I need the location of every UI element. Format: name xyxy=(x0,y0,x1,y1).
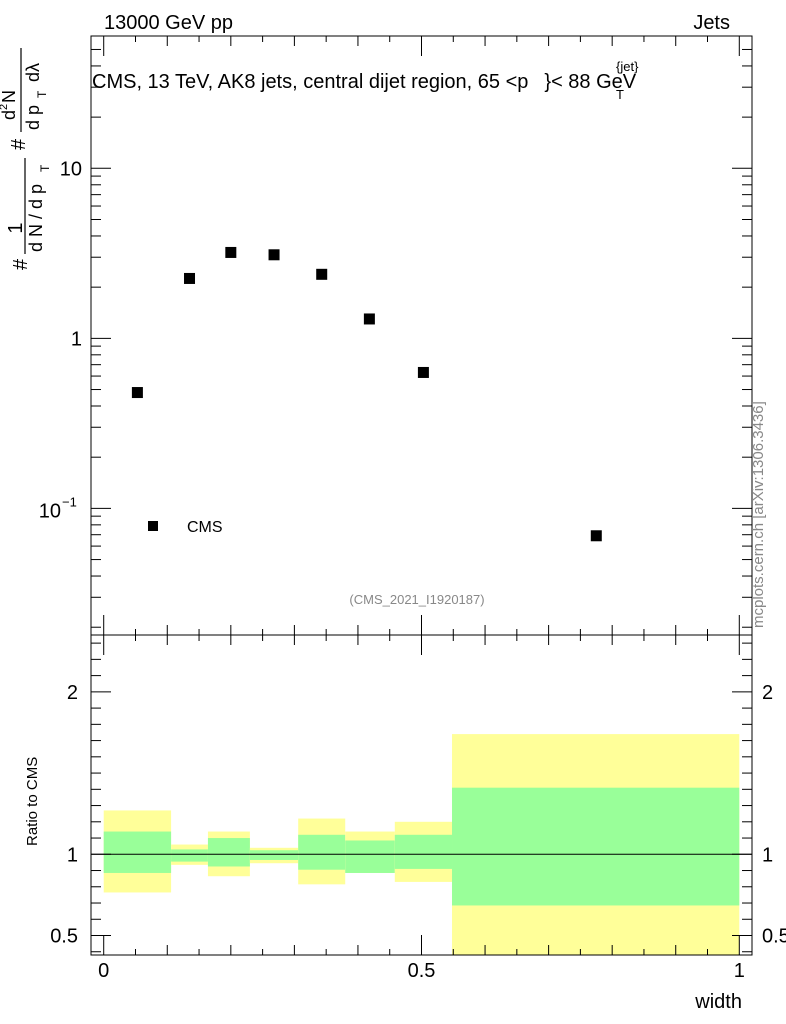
main-y-tick-label: 10 xyxy=(60,158,82,180)
svg-text:d N / d p: d N / d p xyxy=(26,184,46,252)
ratio-stat-band xyxy=(103,831,172,873)
header-process-label: Jets xyxy=(693,12,730,34)
svg-text:N: N xyxy=(0,90,19,103)
ratio-tick-labels: 2 2 1 1 0.5 0.5 0 0.5 1 xyxy=(50,682,786,982)
ratio-stat-band xyxy=(345,840,395,873)
svg-text:T: T xyxy=(35,90,49,98)
analysis-tag: (CMS_2021_I1920187) xyxy=(349,592,484,607)
ratio-y-axis-label: Ratio to CMS xyxy=(24,757,41,846)
ratio-stat-band xyxy=(171,849,208,862)
header-collision-label: 13000 GeV pp xyxy=(104,12,233,34)
data-point xyxy=(131,387,143,399)
svg-text:d p: d p xyxy=(23,105,43,130)
legend-marker xyxy=(148,521,158,531)
ratio-y-tick-label-right: 1 xyxy=(762,844,773,866)
data-point xyxy=(268,249,280,261)
x-tick-label: 1 xyxy=(734,960,745,982)
svg-text:dλ: dλ xyxy=(23,63,43,82)
data-point xyxy=(363,313,375,325)
data-point xyxy=(417,366,429,378)
main-plot-frame xyxy=(90,35,753,636)
main-y-tick-label: 1 xyxy=(71,328,82,350)
ratio-stat-band xyxy=(452,787,740,906)
main-axis-ticks xyxy=(91,35,752,635)
main-y-axis-label: # 1 d N / d p T # d 2 N d p T dλ xyxy=(0,48,52,270)
ratio-stat-band xyxy=(298,834,346,870)
svg-text:1: 1 xyxy=(5,222,27,233)
watermark-text: mcplots.cern.ch [arXiv:1306.3436] xyxy=(750,401,767,628)
main-title-pt-subscript: T xyxy=(616,87,624,102)
ratio-y-tick-label-left: 1 xyxy=(67,844,78,866)
x-tick-label: 0.5 xyxy=(408,960,436,982)
main-title: CMS, 13 TeV, AK8 jets, central dijet reg… xyxy=(92,71,637,93)
main-data-points xyxy=(131,246,602,542)
main-title-pt-superscript: {jet} xyxy=(616,59,639,74)
ratio-axis-ticks xyxy=(91,635,752,955)
ratio-stat-band xyxy=(394,834,453,869)
data-point xyxy=(184,272,196,284)
ratio-y-tick-label-right: 0.5 xyxy=(762,926,786,948)
main-title-tail: }< 88 GeV xyxy=(544,71,636,93)
data-point xyxy=(590,530,602,542)
x-tick-label: 0 xyxy=(98,960,109,982)
x-axis-label: width xyxy=(694,991,742,1013)
svg-text:T: T xyxy=(38,164,52,172)
svg-text:d: d xyxy=(0,110,19,120)
ratio-y-tick-label-left: 0.5 xyxy=(50,926,78,948)
ratio-stat-band xyxy=(249,850,299,860)
ratio-y-tick-label-left: 2 xyxy=(67,682,78,704)
ratio-uncertainty-bands xyxy=(103,734,740,955)
data-point xyxy=(225,246,237,258)
ratio-plot-frame xyxy=(90,634,753,956)
main-y-tick-label: 10 xyxy=(39,500,61,522)
legend-label: CMS xyxy=(187,519,223,536)
svg-text:#: # xyxy=(8,138,30,150)
main-title-pt: p xyxy=(517,71,528,93)
main-y-tick-label-exponent: −1 xyxy=(62,494,77,509)
data-point xyxy=(316,268,328,280)
ratio-stat-band xyxy=(207,838,250,867)
svg-text:#: # xyxy=(10,258,32,270)
ratio-y-tick-label-right: 2 xyxy=(762,682,773,704)
svg-text:2: 2 xyxy=(0,104,10,110)
main-title-text: CMS, 13 TeV, AK8 jets, central dijet reg… xyxy=(92,71,517,93)
